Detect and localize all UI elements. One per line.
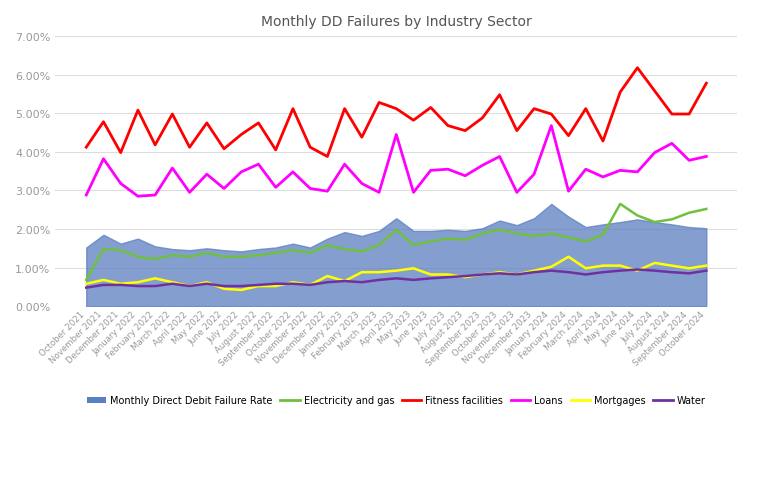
Title: Monthly DD Failures by Industry Sector: Monthly DD Failures by Industry Sector (261, 15, 531, 29)
Legend: Monthly Direct Debit Failure Rate, Electricity and gas, Fitness facilities, Loan: Monthly Direct Debit Failure Rate, Elect… (83, 392, 710, 409)
